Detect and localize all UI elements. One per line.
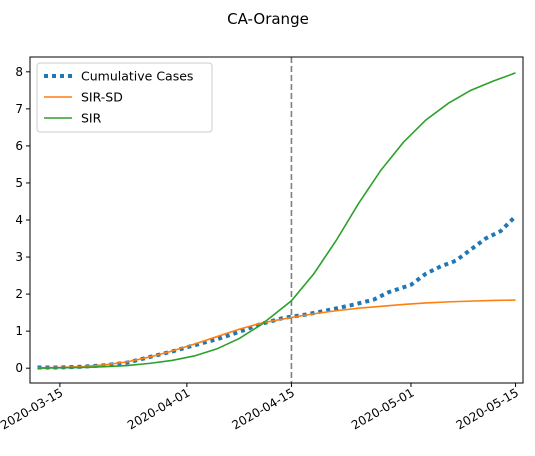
- y-tick-label: 7: [15, 102, 23, 116]
- legend-label: SIR: [81, 111, 102, 126]
- y-tick-label: 6: [15, 139, 23, 153]
- x-tick-label: 2020-05-01: [349, 385, 416, 432]
- y-tick-label: 0: [15, 361, 23, 375]
- series-line-sir-sd: [37, 299, 516, 369]
- y-tick-label: 5: [15, 176, 23, 190]
- x-tick-label: 2020-04-15: [230, 385, 297, 432]
- legend-box: [36, 62, 213, 133]
- series-line-sir: [37, 72, 516, 369]
- y-tick-label: 3: [15, 250, 23, 264]
- y-tick-label: 1: [15, 324, 23, 338]
- x-tick-label: 2020-04-01: [125, 385, 192, 432]
- chart-title: CA-Orange: [227, 10, 309, 28]
- y-tick-label: 4: [15, 213, 23, 227]
- y-tick-label: 8: [15, 65, 23, 79]
- y-axis: 0 1 2 3 4 5 6 7 8: [15, 65, 30, 375]
- x-tick-label: 2020-05-15: [454, 385, 521, 432]
- x-axis: 2020-03-15 2020-04-01 2020-04-15 2020-05-01…: [0, 383, 521, 432]
- plot-area: [37, 57, 517, 383]
- legend: Cumulative Cases SIR-SD SIR: [36, 62, 213, 133]
- x-tick-label: 2020-03-15: [0, 385, 65, 432]
- legend-label: SIR-SD: [81, 90, 123, 105]
- y-tick-label: 2: [15, 287, 23, 301]
- series-line-cumulative-cases: [37, 214, 517, 370]
- legend-label: Cumulative Cases: [81, 69, 193, 84]
